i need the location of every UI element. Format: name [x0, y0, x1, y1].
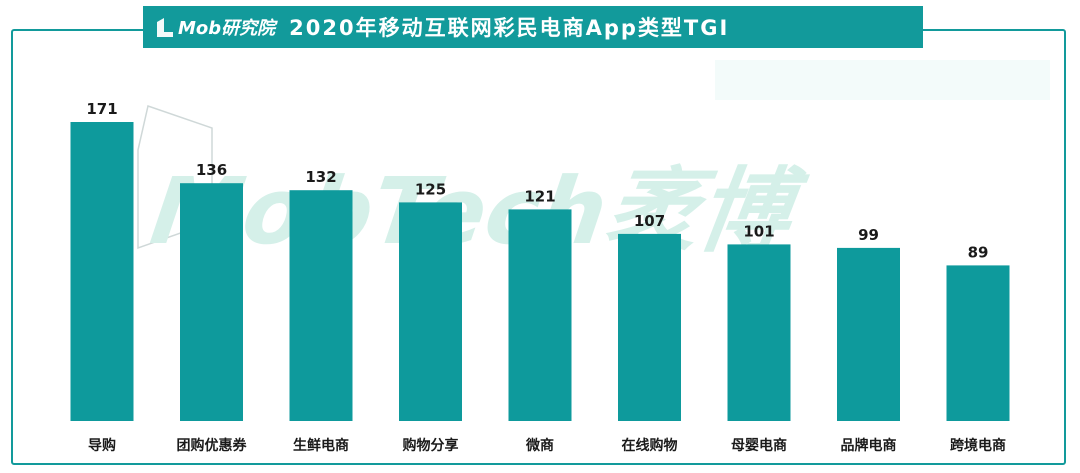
category-label: 导购	[88, 437, 116, 454]
bars	[70, 122, 1010, 421]
category-label: 在线购物	[622, 437, 678, 454]
category-label: 微商	[525, 437, 554, 454]
mob-logo-icon	[157, 18, 173, 37]
bar-value-label: 107	[634, 212, 665, 230]
bar-value-label: 99	[858, 226, 879, 244]
category-label: 购物分享	[403, 437, 459, 454]
category-labels: 导购 团购优惠券 生鲜电商 购物分享 微商 在线购物 母婴电商 品牌电商 跨境电商	[88, 437, 1006, 454]
category-label: 母婴电商	[731, 437, 787, 454]
bar-value-label: 171	[86, 100, 117, 118]
category-label: 生鲜电商	[293, 437, 349, 454]
bar-value-label: 125	[415, 180, 446, 198]
bar-value-label: 121	[524, 187, 555, 205]
category-label: 品牌电商	[841, 437, 897, 454]
value-labels: 171 136 132 125 121 107 101 99 89	[86, 100, 988, 261]
bar-value-label: 132	[305, 168, 336, 186]
bar-2	[180, 183, 243, 421]
chart-title: 2020年移动互联网彩民电商App类型TGI	[289, 16, 730, 40]
bar-5	[508, 209, 572, 421]
bar-8	[837, 247, 900, 421]
bar-3	[289, 190, 353, 421]
logo-text: Mob研究院	[178, 18, 276, 39]
bar-value-label: 101	[743, 222, 774, 240]
bar-1	[70, 122, 134, 421]
bar-7	[727, 244, 791, 421]
bar-value-label: 89	[968, 243, 989, 261]
bar-value-label: 136	[196, 161, 227, 179]
bar-6	[618, 233, 681, 421]
mob-logo: Mob研究院	[155, 14, 275, 40]
watermark-text: MobTech袤博	[145, 157, 813, 264]
category-label: 团购优惠券	[177, 437, 248, 454]
bar-4	[399, 202, 462, 421]
bar-9	[946, 265, 1010, 421]
title-bar: Mob研究院 2020年移动互联网彩民电商App类型TGI	[143, 6, 923, 48]
decorative-panel	[715, 60, 1050, 100]
category-label: 跨境电商	[950, 437, 1006, 454]
